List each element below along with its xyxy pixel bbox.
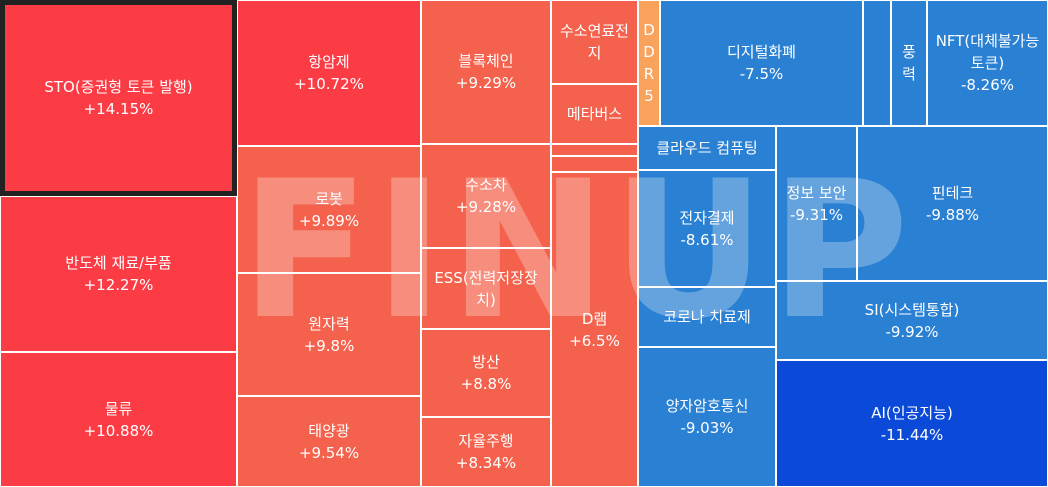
treemap-cell[interactable]: 항암제 +10.72%	[237, 0, 421, 146]
cell-label: ESS(전력저장장치)	[434, 268, 538, 309]
cell-label: 핀테크	[931, 183, 974, 202]
treemap-cell[interactable]: 핀테크 -9.88%	[857, 126, 1048, 281]
treemap-cell[interactable]: DDR5	[638, 0, 660, 126]
cell-label: 방산	[472, 353, 500, 371]
treemap-cell[interactable]: 코로나 치료제	[638, 287, 776, 347]
cell-value: -9.31%	[789, 205, 844, 224]
cell-value: +14.15%	[83, 100, 154, 118]
treemap-cell[interactable]: 반도체 재료/부품 +12.27%	[0, 196, 237, 352]
cell-value: -7.5%	[739, 65, 784, 83]
cell-value: -8.61%	[680, 230, 734, 249]
treemap-cell[interactable]: STO(증권형 토큰 발행) +14.15%	[0, 0, 237, 196]
treemap-cell[interactable]	[863, 0, 891, 126]
treemap-cell[interactable]: 클라우드 컴퓨팅	[638, 126, 776, 170]
cell-value: +6.5%	[569, 331, 620, 350]
cell-label: 정보 보안	[786, 183, 847, 202]
treemap-cell[interactable]: 태양광 +9.54%	[237, 396, 421, 487]
cell-value: +9.29%	[455, 74, 517, 92]
cell-value: -11.44%	[880, 425, 944, 444]
cell-label: SI(시스템통합)	[864, 300, 960, 319]
cell-value: +9.8%	[303, 336, 355, 355]
treemap-cell[interactable]: 수소연료전지	[551, 0, 638, 84]
treemap-cell[interactable]	[551, 156, 638, 172]
treemap-cell[interactable]: 메타버스	[551, 84, 638, 144]
cell-label: 전자결제	[679, 208, 735, 227]
cell-label: 수소차	[465, 176, 507, 194]
cell-label: 클라우드 컴퓨팅	[656, 139, 758, 157]
treemap-cell[interactable]	[551, 144, 638, 156]
treemap-cell[interactable]: 수소차 +9.28%	[421, 144, 551, 248]
cell-value: +9.54%	[298, 443, 360, 462]
cell-value: +9.89%	[298, 211, 360, 230]
treemap-cell[interactable]: 원자력 +9.8%	[237, 273, 421, 396]
treemap-cell[interactable]: 로봇 +9.89%	[237, 146, 421, 273]
treemap-cell[interactable]: 전자결제 -8.61%	[638, 170, 776, 287]
cell-value: -9.03%	[680, 419, 734, 437]
treemap-cell[interactable]: AI(인공지능) -11.44%	[776, 360, 1048, 487]
cell-label: DDR5	[643, 21, 655, 105]
cell-value: +10.88%	[83, 421, 154, 440]
cell-label: 메타버스	[566, 105, 623, 123]
treemap-cell[interactable]: NFT(대체불가능토큰) -8.26%	[927, 0, 1048, 126]
cell-label: AI(인공지능)	[871, 403, 953, 422]
cell-value: -9.92%	[885, 322, 939, 341]
treemap-cell[interactable]: 정보 보안 -9.31%	[776, 126, 857, 281]
cell-label: D램	[581, 309, 608, 328]
cell-label: 반도체 재료/부품	[65, 254, 172, 272]
treemap-cell[interactable]: 풍력	[891, 0, 927, 126]
treemap-cell[interactable]: 방산 +8.8%	[421, 329, 551, 417]
cell-label: 블록체인	[458, 52, 514, 70]
cell-value: +12.27%	[83, 276, 154, 294]
cell-value: +8.8%	[460, 375, 512, 393]
treemap-cell[interactable]: ESS(전력저장장치)	[421, 248, 551, 329]
cell-value: -8.26%	[960, 76, 1015, 94]
cell-value: +8.34%	[455, 454, 517, 472]
treemap-cell[interactable]: 물류 +10.88%	[0, 352, 237, 487]
cell-value: -9.88%	[925, 205, 980, 224]
cell-label: 태양광	[308, 421, 350, 440]
cell-label: NFT(대체불가능토큰)	[935, 32, 1040, 72]
cell-label: 항암제	[308, 53, 350, 71]
cell-label: 로봇	[315, 189, 343, 208]
treemap-cell[interactable]: 디지털화폐 -7.5%	[660, 0, 863, 126]
cell-label: 물류	[104, 399, 133, 418]
cell-label: 원자력	[308, 314, 350, 333]
cell-label: 디지털화폐	[726, 43, 796, 61]
cell-label: 양자암호통신	[665, 397, 749, 415]
cell-label: STO(증권형 토큰 발행)	[44, 78, 193, 96]
treemap-cell[interactable]: 자율주행 +8.34%	[421, 417, 551, 487]
cell-label: 자율주행	[458, 432, 514, 450]
treemap-cell[interactable]: SI(시스템통합) -9.92%	[776, 281, 1048, 360]
cell-label: 코로나 치료제	[663, 308, 751, 326]
cell-value: +10.72%	[294, 75, 364, 93]
treemap-cell[interactable]: 블록체인 +9.29%	[421, 0, 551, 144]
cell-value: +9.28%	[455, 198, 517, 216]
treemap-cell[interactable]: D램 +6.5%	[551, 172, 638, 487]
cell-label: 풍력	[902, 43, 916, 83]
treemap-cell[interactable]: 양자암호통신 -9.03%	[638, 347, 776, 487]
cell-label: 수소연료전지	[559, 22, 629, 62]
